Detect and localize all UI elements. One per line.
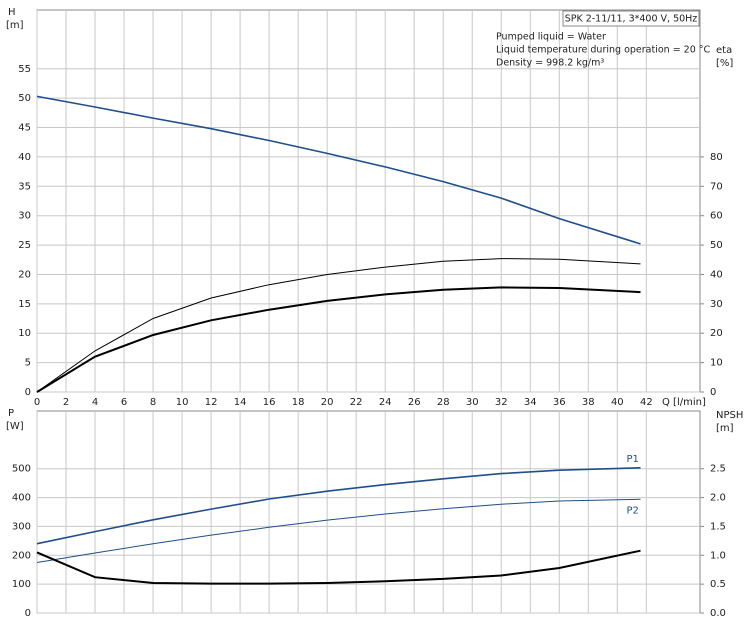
y-tick-label: 10: [18, 328, 31, 339]
y-tick-label: 300: [12, 521, 31, 532]
y2-tick-label: 70: [710, 181, 723, 192]
y-tick-label: 0: [25, 608, 31, 619]
y-tick-label: 40: [18, 152, 31, 163]
y-tick-label: 500: [12, 464, 31, 475]
x-tick-label: 6: [121, 397, 127, 408]
y-tick-label: 55: [18, 64, 31, 75]
x-tick-label: 22: [350, 397, 363, 408]
x-tick-label: 32: [495, 397, 508, 408]
y2-tick-label: 1.0: [710, 550, 726, 561]
x-tick-label: 20: [321, 397, 334, 408]
y-tick-label: 35: [18, 181, 31, 192]
x-tick-label: 0: [34, 397, 40, 408]
y2-tick-label: 0.5: [710, 579, 726, 590]
series-label: P1: [627, 454, 639, 465]
series-line: [36, 286, 641, 393]
x-tick-label: 28: [437, 397, 450, 408]
x-tick-label: 42: [640, 397, 653, 408]
annotation: Density = 998.2 kg/m³: [496, 58, 604, 69]
y-tick-label: 25: [18, 240, 31, 251]
y2-axis-label: eta: [716, 45, 732, 56]
x-tick-label: 38: [582, 397, 595, 408]
y2-axis-unit: [%]: [716, 58, 733, 69]
y-axis-label: P: [8, 408, 14, 419]
y-tick-label: 100: [12, 579, 31, 590]
x-axis-label: Q [l/min]: [662, 397, 706, 408]
y-tick-label: 45: [18, 123, 31, 134]
y2-tick-label: 2.5: [710, 464, 726, 475]
series-label: P2: [627, 505, 639, 516]
x-tick-label: 10: [176, 397, 189, 408]
x-tick-label: 30: [466, 397, 479, 408]
annotation: Pumped liquid = Water: [496, 32, 606, 43]
x-tick-label: 14: [234, 397, 247, 408]
y2-tick-label: 80: [710, 152, 723, 163]
y-tick-label: 15: [18, 299, 31, 310]
x-tick-label: 16: [263, 397, 276, 408]
x-tick-label: 34: [524, 397, 537, 408]
y2-tick-label: 0.0: [710, 608, 726, 619]
x-tick-label: 18: [292, 397, 305, 408]
x-tick-label: 24: [379, 397, 392, 408]
x-tick-label: 26: [408, 397, 421, 408]
y2-tick-label: 50: [710, 240, 723, 251]
y-tick-label: 20: [18, 269, 31, 280]
y-tick-label: 5: [25, 358, 31, 369]
y2-tick-label: 40: [710, 269, 723, 280]
y2-tick-label: 10: [710, 358, 723, 369]
y2-axis-label: NPSH: [716, 410, 743, 421]
y-tick-label: 50: [18, 93, 31, 104]
x-tick-label: 36: [553, 397, 566, 408]
y-tick-label: 400: [12, 493, 31, 504]
annotation: Liquid temperature during operation = 20…: [496, 45, 711, 56]
y-axis-unit: [m]: [6, 20, 24, 31]
y-tick-label: 200: [12, 550, 31, 561]
series-line: [36, 549, 641, 585]
x-tick-label: 8: [150, 397, 156, 408]
plot-area: [36, 9, 701, 393]
plot-area: [36, 410, 701, 614]
y2-axis-unit: [m]: [716, 423, 734, 434]
x-tick-label: 40: [611, 397, 624, 408]
y-axis-label: H: [8, 7, 16, 18]
series-line: [36, 95, 641, 245]
x-tick-label: 4: [92, 397, 98, 408]
y2-tick-label: 0: [710, 387, 716, 398]
y-tick-label: 30: [18, 211, 31, 222]
series-line: [36, 467, 641, 545]
series-line: [36, 258, 641, 393]
x-tick-label: 2: [63, 397, 69, 408]
y-axis-unit: [W]: [6, 421, 24, 432]
y2-tick-label: 2.0: [710, 493, 726, 504]
title-box: [562, 10, 700, 27]
chart-title: SPK 2-11/11, 3*400 V, 50Hz: [565, 14, 698, 25]
y2-tick-label: 30: [710, 299, 723, 310]
y-tick-label: 0: [25, 387, 31, 398]
y2-tick-label: 1.5: [710, 521, 726, 532]
series-line: [36, 498, 641, 563]
y2-tick-label: 20: [710, 328, 723, 339]
x-tick-label: 12: [205, 397, 218, 408]
y2-tick-label: 60: [710, 211, 723, 222]
